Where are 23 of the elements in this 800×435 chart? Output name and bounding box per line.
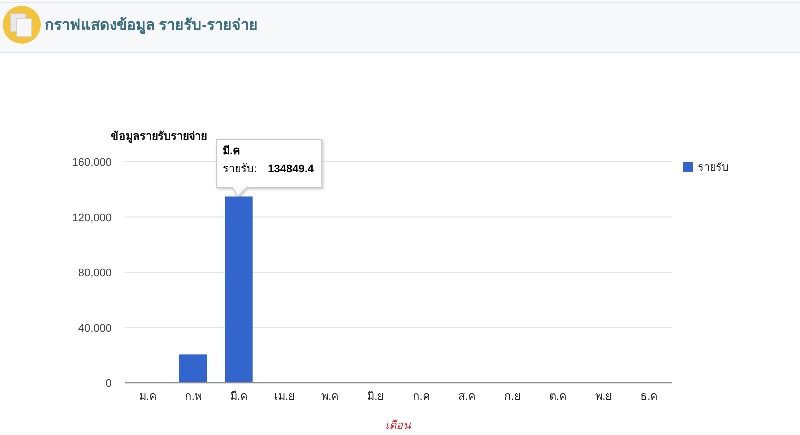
annotation: มี.ค xyxy=(223,146,240,158)
legend-label: รายรับ xyxy=(698,162,729,174)
xtick: มิ.ย xyxy=(368,391,384,403)
xtick: ธ.ค xyxy=(640,391,658,403)
xtick: มี.ค xyxy=(230,391,248,403)
xtick: ต.ค xyxy=(550,391,567,403)
xlabel: เดือน xyxy=(386,420,412,432)
xtick: ก.ย xyxy=(504,391,520,403)
ytick: 160,000 xyxy=(72,157,112,169)
ytick: 40,000 xyxy=(78,322,112,335)
annotation: รายรับ: 134849.4 xyxy=(223,164,314,176)
xtick: พ.ย xyxy=(596,391,612,403)
ytick: 120,000 xyxy=(72,212,112,224)
xtick: พ.ค xyxy=(322,391,339,403)
ytick: 80,000 xyxy=(78,268,112,280)
title: กราฟแสดงข้อมูล รายรับ-รายจ่าย xyxy=(45,17,258,34)
xtick: ม.ค xyxy=(139,391,156,403)
subtitle: ข้อมูลรายรับรายจ่าย xyxy=(111,131,207,143)
ytick: 0 xyxy=(106,378,112,390)
xtick: เม.ย xyxy=(274,391,295,403)
xtick: ก.พ xyxy=(184,391,202,403)
xtick: ก.ค xyxy=(412,391,430,403)
xtick: ส.ค xyxy=(458,391,476,403)
